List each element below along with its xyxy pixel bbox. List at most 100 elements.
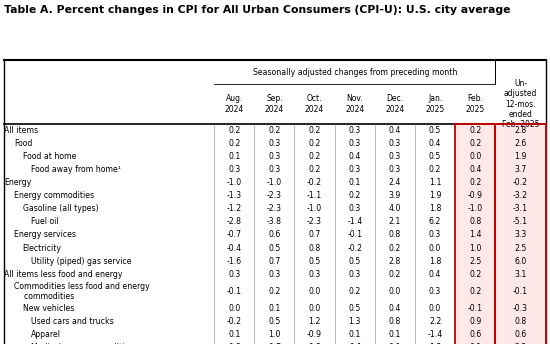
Text: -0.2: -0.2 (307, 343, 322, 344)
Text: 0.2: 0.2 (309, 126, 321, 135)
Text: -0.7: -0.7 (267, 343, 282, 344)
Text: -1.0: -1.0 (227, 178, 242, 187)
Text: 0.1: 0.1 (469, 343, 481, 344)
Text: -0.2: -0.2 (307, 178, 322, 187)
Text: Jan.
2025: Jan. 2025 (426, 94, 445, 114)
Text: -1.0: -1.0 (468, 204, 483, 213)
Text: 0.1: 0.1 (228, 330, 240, 339)
Text: 0.4: 0.4 (429, 270, 441, 279)
Text: -0.2: -0.2 (227, 317, 242, 326)
Text: -0.1: -0.1 (347, 230, 362, 239)
Text: Nov.
2024: Nov. 2024 (345, 94, 365, 114)
Text: 0.3: 0.3 (268, 139, 280, 148)
Text: 3.7: 3.7 (514, 165, 526, 174)
Text: -2.3: -2.3 (307, 217, 322, 226)
Text: -0.7: -0.7 (227, 230, 242, 239)
Text: -2.8: -2.8 (227, 217, 242, 226)
Bar (496, 124, 546, 344)
Text: Electricity: Electricity (23, 244, 62, 252)
Text: 0.2: 0.2 (469, 139, 481, 148)
Text: -3.1: -3.1 (513, 204, 528, 213)
Text: 0.1: 0.1 (389, 330, 401, 339)
Text: -0.2: -0.2 (227, 343, 242, 344)
Text: -0.3: -0.3 (513, 304, 528, 313)
Text: Energy: Energy (4, 178, 32, 187)
Text: Energy services: Energy services (14, 230, 76, 239)
Text: 0.2: 0.2 (309, 152, 321, 161)
Text: 0.3: 0.3 (349, 165, 361, 174)
Text: 0.0: 0.0 (429, 244, 441, 252)
Text: 1.2: 1.2 (429, 343, 441, 344)
Text: Un-
adjusted
12-mos.
ended
Feb. 2025: Un- adjusted 12-mos. ended Feb. 2025 (502, 79, 539, 129)
Text: Oct.
2024: Oct. 2024 (305, 94, 324, 114)
Text: Fuel oil: Fuel oil (31, 217, 58, 226)
Text: 1.1: 1.1 (429, 178, 441, 187)
Text: -1.3: -1.3 (227, 191, 242, 200)
Text: -0.2: -0.2 (513, 178, 528, 187)
Text: -1.4: -1.4 (347, 217, 362, 226)
Text: 0.4: 0.4 (349, 152, 361, 161)
Text: 0.8: 0.8 (469, 217, 481, 226)
Text: 3.9: 3.9 (389, 191, 401, 200)
Text: -2.3: -2.3 (267, 204, 282, 213)
Text: Gasoline (all types): Gasoline (all types) (23, 204, 98, 213)
Text: 0.2: 0.2 (469, 126, 481, 135)
Text: 0.5: 0.5 (268, 317, 280, 326)
Text: Food at home: Food at home (23, 152, 76, 161)
Text: 0.2: 0.2 (228, 126, 240, 135)
Text: 0.2: 0.2 (469, 270, 481, 279)
Text: New vehicles: New vehicles (23, 304, 74, 313)
Text: 0.8: 0.8 (389, 230, 401, 239)
Text: -0.1: -0.1 (513, 287, 528, 296)
Text: 0.0: 0.0 (228, 304, 240, 313)
Text: 0.1: 0.1 (349, 330, 361, 339)
Text: 0.1: 0.1 (228, 152, 240, 161)
Text: -1.2: -1.2 (227, 204, 242, 213)
Text: 0.2: 0.2 (389, 244, 401, 252)
Text: 0.3: 0.3 (389, 152, 401, 161)
Text: 0.2: 0.2 (469, 287, 481, 296)
Text: Medical care commodities¹: Medical care commodities¹ (31, 343, 136, 344)
Text: -0.9: -0.9 (307, 330, 322, 339)
Text: 0.1: 0.1 (268, 304, 280, 313)
Text: 0.3: 0.3 (268, 270, 280, 279)
Text: 0.2: 0.2 (469, 178, 481, 187)
Text: All items: All items (4, 126, 38, 135)
Text: 4.0: 4.0 (389, 204, 401, 213)
Text: 1.9: 1.9 (429, 191, 441, 200)
Text: 0.6: 0.6 (514, 330, 526, 339)
Text: 0.6: 0.6 (469, 330, 481, 339)
Text: 2.8: 2.8 (514, 126, 526, 135)
Text: 0.7: 0.7 (309, 230, 321, 239)
Text: Sep.
2024: Sep. 2024 (265, 94, 284, 114)
Text: -1.4: -1.4 (427, 330, 443, 339)
Text: -0.9: -0.9 (468, 191, 483, 200)
Text: 0.3: 0.3 (228, 165, 240, 174)
Text: 0.3: 0.3 (349, 126, 361, 135)
Text: 0.5: 0.5 (309, 257, 321, 266)
Text: 0.4: 0.4 (469, 165, 481, 174)
Text: Utility (piped) gas service: Utility (piped) gas service (31, 257, 131, 266)
Text: 0.7: 0.7 (268, 257, 280, 266)
Text: 6.2: 6.2 (429, 217, 441, 226)
Text: 0.3: 0.3 (268, 152, 280, 161)
Text: 0.2: 0.2 (349, 287, 361, 296)
Text: 1.4: 1.4 (469, 230, 482, 239)
Text: -2.3: -2.3 (267, 191, 282, 200)
Text: 0.2: 0.2 (349, 191, 361, 200)
Text: 1.2: 1.2 (309, 317, 321, 326)
Text: 0.4: 0.4 (389, 304, 401, 313)
Text: 1.8: 1.8 (429, 204, 441, 213)
Text: 2.2: 2.2 (429, 317, 441, 326)
Text: 2.1: 2.1 (389, 217, 401, 226)
Text: 2.3: 2.3 (514, 343, 526, 344)
Text: 0.2: 0.2 (309, 165, 321, 174)
Text: -0.1: -0.1 (347, 343, 362, 344)
Text: 3.1: 3.1 (514, 270, 527, 279)
Text: -3.2: -3.2 (513, 191, 528, 200)
Text: 0.5: 0.5 (349, 257, 361, 266)
Text: All items less food and energy: All items less food and energy (4, 270, 123, 279)
Text: 2.6: 2.6 (514, 139, 526, 148)
Text: 1.8: 1.8 (429, 257, 441, 266)
Text: 0.0: 0.0 (389, 343, 401, 344)
